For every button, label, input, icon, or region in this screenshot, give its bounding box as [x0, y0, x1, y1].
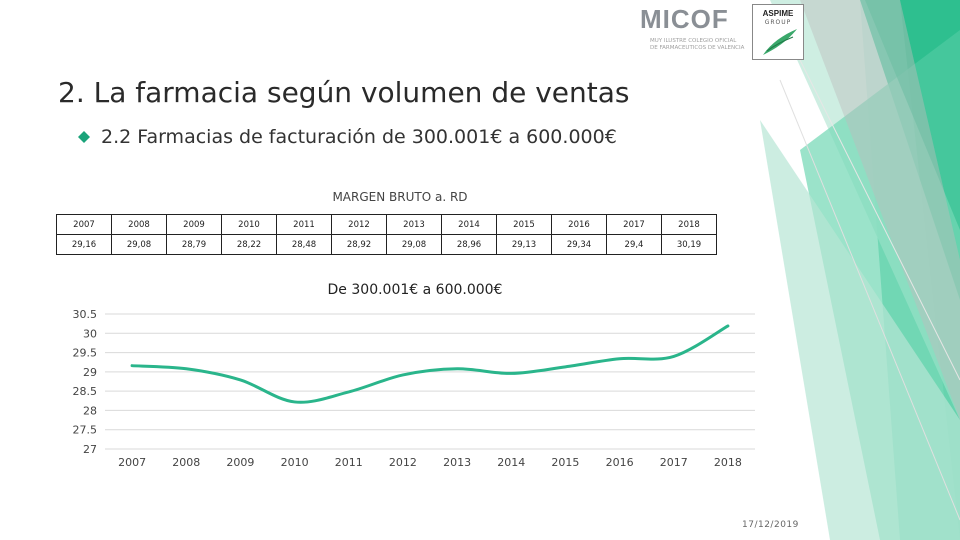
table-value-cell: 29,16 [56, 234, 112, 255]
micof-brand: MICOF [640, 4, 729, 34]
x-tick-label: 2007 [118, 456, 146, 469]
series-line [130, 324, 730, 404]
x-tick-label: 2016 [606, 456, 634, 469]
x-tick-label: 2008 [172, 456, 200, 469]
margin-table: 2007 2008 2009 2010 2011 2012 2013 2014 2015 2016… [56, 214, 717, 255]
table-year-cell: 2008 [111, 214, 167, 235]
table-value-cell: 30,19 [661, 234, 717, 255]
x-tick-label: 2010 [281, 456, 309, 469]
y-tick-label: 30 [83, 327, 97, 340]
table-year-cell: 2007 [56, 214, 112, 235]
line-chart: 30.5 30 29.5 29 28.5 28 27.5 27 2007 2008 2009 2010… [73, 308, 755, 469]
table-value-cell: 29,4 [606, 234, 662, 255]
y-tick-label: 28 [83, 404, 97, 417]
table-value-cell: 28,92 [331, 234, 387, 255]
table-value-cell: 28,96 [441, 234, 497, 255]
micof-logo: MICOF MUY ILUSTRE COLEGIO OFICIAL DE FAR… [640, 4, 744, 56]
table-year-cell: 2012 [331, 214, 387, 235]
table-year-cell: 2011 [276, 214, 332, 235]
table-value-cell: 28,48 [276, 234, 332, 255]
table-caption: MARGEN BRUTO a. RD [332, 190, 468, 204]
y-tick-label: 28.5 [73, 385, 98, 398]
table-value-cell: 29,08 [386, 234, 442, 255]
table-value-cell: 29,13 [496, 234, 552, 255]
micof-subtitle-line-2: DE FARMACEUTICOS DE VALENCIA [650, 45, 745, 51]
x-tick-label: 2012 [389, 456, 417, 469]
y-tick-label: 29 [83, 366, 97, 379]
x-tick-label: 2014 [497, 456, 525, 469]
table-year-cell: 2016 [551, 214, 607, 235]
aspime-brand: ASPIME [762, 9, 794, 18]
x-tick-label: 2013 [443, 456, 471, 469]
y-tick-label: 27.5 [73, 424, 98, 437]
table-year-cell: 2009 [166, 214, 222, 235]
table-year-cell: 2010 [221, 214, 277, 235]
micof-subtitle-line-1: MUY ILUSTRE COLEGIO OFICIAL [650, 38, 737, 44]
x-tick-label: 2017 [660, 456, 688, 469]
y-tick-label: 29.5 [73, 347, 98, 360]
chart-title: De 300.001€ a 600.000€ [327, 282, 503, 298]
aspime-logo: ASPIME GROUP [752, 4, 804, 60]
diamond-bullet-icon [78, 131, 90, 143]
slide-date: 17/12/2019 [742, 520, 799, 530]
x-tick-label: 2009 [226, 456, 254, 469]
slide-subtitle: 2.2 Farmacias de facturación de 300.001€… [101, 126, 617, 148]
table-year-cell: 2017 [606, 214, 662, 235]
x-tick-label: 2011 [335, 456, 363, 469]
aspime-sub: GROUP [764, 19, 792, 26]
x-tick-label: 2018 [714, 456, 742, 469]
x-tick-label: 2015 [551, 456, 579, 469]
table-year-cell: 2014 [441, 214, 497, 235]
slide-title: 2. La farmacia según volumen de ventas [58, 76, 630, 109]
table-year-cell: 2013 [386, 214, 442, 235]
table-value-cell: 28,22 [221, 234, 277, 255]
table-year-cell: 2015 [496, 214, 552, 235]
table-row-values: 29,16 29,08 28,79 28,22 28,48 28,92 29,08 28,96… [56, 234, 717, 255]
micof-subtitle: MUY ILUSTRE COLEGIO OFICIAL DE FARMACEUT… [650, 38, 745, 52]
table-year-cell: 2018 [661, 214, 717, 235]
table-value-cell: 29,08 [111, 234, 167, 255]
y-tick-label: 30.5 [73, 308, 98, 321]
table-value-cell: 28,79 [166, 234, 222, 255]
y-tick-label: 27 [83, 443, 97, 456]
table-value-cell: 29,34 [551, 234, 607, 255]
aspime-leaf-icon [763, 29, 797, 55]
table-row-years: 2007 2008 2009 2010 2011 2012 2013 2014 2015 2016… [56, 214, 717, 235]
